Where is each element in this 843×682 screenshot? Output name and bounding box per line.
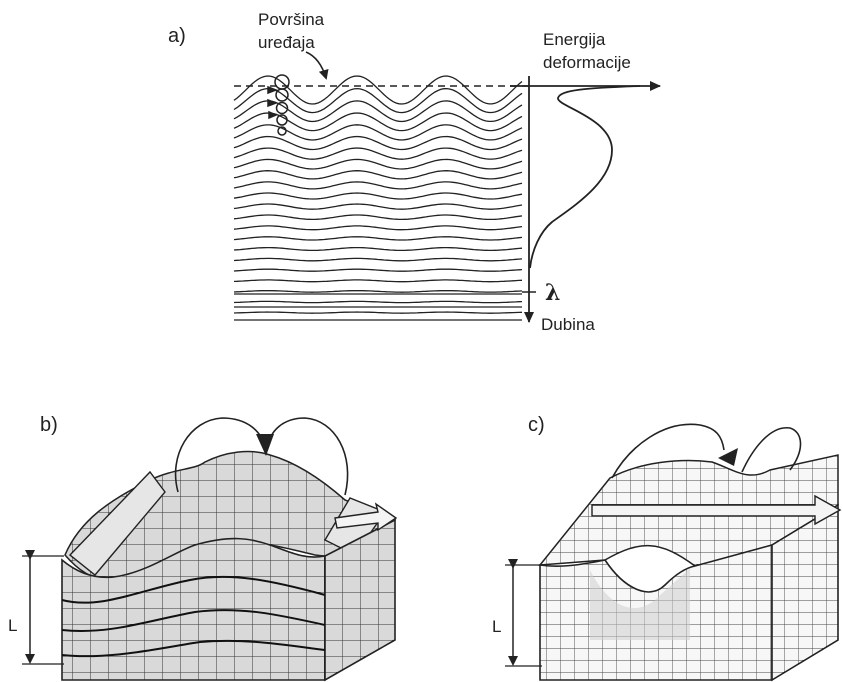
layer-line [233,268,523,272]
block-b-propagation-arrow [334,502,398,532]
layer-line [233,311,523,314]
surface-pointer-arrow [305,51,329,80]
block-b-front-face [61,537,326,681]
layer-line [233,170,523,180]
energy-label-line1: Energija [543,30,606,49]
block-b-depth-label: L [8,616,17,635]
block-b-down-arrow-head [256,434,274,456]
layer-line [233,246,523,252]
layer-line [233,124,523,141]
depth-label: Dubina [541,315,595,334]
layer-line [233,147,523,160]
panel-a: a) Površina uređaja Energija deformacije… [168,10,661,334]
panel-c-label: c) [528,414,545,436]
layer-line [233,289,523,293]
layer-line [233,300,523,304]
layer-line [233,181,523,190]
surface-label-line2: uređaja [258,33,315,52]
layer-line [233,214,523,221]
layer-line [233,100,523,123]
panel-a-label: a) [168,25,186,47]
block-b-right-face [324,518,396,682]
block-c-depth-label: L [492,617,501,636]
block-c-propagation-arrow [591,494,842,526]
layer-line [233,87,523,114]
panel-b-label: b) [40,414,58,436]
block-b-layer-lines [61,575,326,658]
layer-line [233,135,523,151]
strain-energy-curve [529,85,641,269]
lambda-label: λ [545,280,560,306]
layer-line [233,236,523,241]
panel-c: c) L [492,414,842,682]
layer-line [233,279,523,283]
block-b-rotation-arrows [174,417,349,496]
block-b-left-flap [68,470,166,576]
layer-line [233,158,523,170]
layer-line [233,192,523,200]
block-c-arrow-head [718,448,738,466]
layer-line [233,112,523,132]
layer-line [233,203,523,210]
surface-label-line1: Površina [258,10,325,29]
panel-b: b) L [8,414,398,682]
layer-line [233,75,523,105]
particle-orbits [267,74,290,136]
block-c-shading [590,568,690,640]
energy-label-line2: deformacije [543,53,631,72]
deformation-layers [233,75,523,321]
layer-line [233,257,523,262]
block-c-rotation-arrows [611,423,802,479]
layer-line [233,225,523,231]
